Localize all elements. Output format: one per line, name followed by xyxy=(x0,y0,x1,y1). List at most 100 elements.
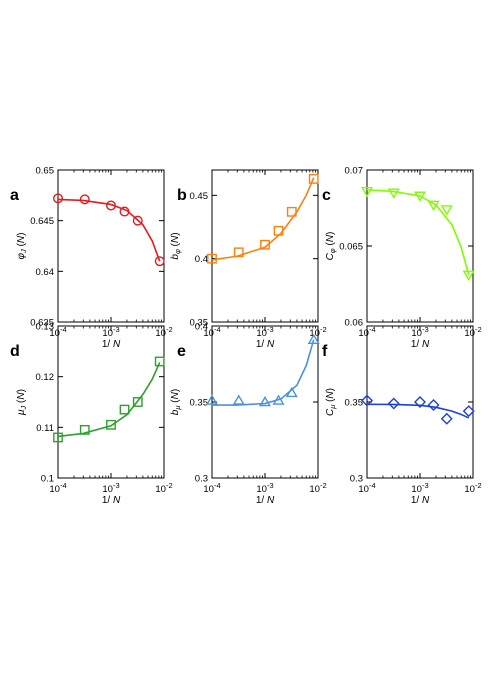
panel-letter: e xyxy=(177,343,186,360)
y-axis-label: μJ (N) xyxy=(16,389,28,416)
data-point xyxy=(154,356,165,367)
data-point xyxy=(440,412,453,425)
y-tick-label: 0.07 xyxy=(345,166,364,177)
y-tick-label: 0.11 xyxy=(36,423,54,434)
x-tick-label: 10-3 xyxy=(102,325,119,339)
data-point xyxy=(132,215,143,226)
data-point xyxy=(308,173,319,184)
x-axis-label: 1/ N xyxy=(411,495,430,506)
data-point xyxy=(427,200,440,211)
plot-frame xyxy=(57,169,165,323)
data-point xyxy=(361,394,373,407)
data-point xyxy=(79,424,90,435)
data-point xyxy=(205,394,219,405)
panel-b: b10-4 10-3 10-20.350.40.451/ Nbφ (N) xyxy=(170,169,327,350)
y-tick-label: 0.35 xyxy=(345,398,364,409)
y-axis-label: bμ (N) xyxy=(170,389,182,415)
x-tick-label: 10-4 xyxy=(358,325,375,339)
data-point xyxy=(79,194,90,205)
y-tick-label: 0.4 xyxy=(195,254,208,265)
x-axis-label: 1/ N xyxy=(256,495,275,506)
x-axis-label: 1/ N xyxy=(102,495,121,506)
panel-d: d 10-4 10-3 10-2 0.1 0.11 0.12 0.13 1/ N μJ (N) xyxy=(10,322,173,507)
data-point xyxy=(286,206,297,217)
data-point xyxy=(207,253,217,264)
fit-curve xyxy=(367,403,470,419)
data-point xyxy=(285,386,298,398)
data-point xyxy=(462,270,475,281)
x-axis-label: 1/ N xyxy=(256,339,275,350)
data-point xyxy=(462,405,475,418)
x-tick-label: 10-2 xyxy=(309,481,326,495)
data-point xyxy=(132,397,143,407)
x-tick-label: 10-3 xyxy=(102,481,119,495)
data-point xyxy=(232,394,245,405)
x-tick-label: 10-3 xyxy=(256,481,273,495)
y-tick-label: 0.45 xyxy=(190,191,209,202)
data-point xyxy=(427,399,440,412)
data-point xyxy=(307,333,320,344)
y-tick-label: 0.635 xyxy=(30,318,54,329)
x-axis-label: 1/ N xyxy=(411,339,430,350)
panel-e: e 10-4 10-3 10-2 0.3 0.35 0.4 1/ N bμ (N) xyxy=(170,322,327,507)
panel-a: a 10-4 10-3 10-2 0.635 0.64 0.645 0.65 1/ N φJ (N… xyxy=(10,166,173,351)
data-point xyxy=(233,247,244,258)
y-tick-label: 0.1 xyxy=(41,474,54,485)
y-axis-label: Cφ (N) xyxy=(325,232,337,261)
x-tick-label: 10-4 xyxy=(203,325,220,339)
fit-curve xyxy=(367,188,470,276)
x-tick-label: 10-2 xyxy=(155,325,172,339)
y-tick-label: 0.645 xyxy=(30,216,54,227)
y-tick-label: 0.65 xyxy=(36,166,55,177)
y-axis-label: Cμ (N) xyxy=(325,388,337,416)
x-tick-label: 10-3 xyxy=(411,481,428,495)
data-point xyxy=(440,205,453,216)
data-point xyxy=(387,188,400,199)
y-axis-label: φJ (N) xyxy=(16,233,28,260)
x-tick-label: 10-4 xyxy=(49,325,66,339)
panel-letter: b xyxy=(177,187,187,204)
panel-letter: c xyxy=(322,187,331,204)
y-tick-label: 0.4 xyxy=(195,322,208,333)
x-tick-label: 10-3 xyxy=(256,325,273,339)
data-point xyxy=(260,239,270,250)
fit-curve xyxy=(58,198,161,262)
data-point xyxy=(258,396,272,407)
y-tick-label: 0.3 xyxy=(195,474,208,485)
panel-letter: a xyxy=(10,187,19,204)
plot-frame xyxy=(211,169,319,323)
y-tick-label: 0.3 xyxy=(350,474,363,485)
y-tick-label: 0.35 xyxy=(190,318,209,329)
x-tick-label: 10-4 xyxy=(203,481,220,495)
y-tick-label: 0.13 xyxy=(36,322,55,333)
data-point xyxy=(119,404,130,415)
y-tick-label: 0.12 xyxy=(36,372,55,383)
panel-letter: d xyxy=(10,343,20,360)
x-tick-label: 10-3 xyxy=(411,325,428,339)
data-point xyxy=(414,396,426,408)
data-point xyxy=(53,432,63,443)
y-tick-label: 0.64 xyxy=(36,267,55,278)
x-tick-label: 10-2 xyxy=(464,325,481,339)
fit-curve xyxy=(58,362,161,438)
data-point xyxy=(387,397,400,410)
fit-curve xyxy=(212,177,315,261)
x-tick-label: 10-4 xyxy=(49,481,66,495)
data-point xyxy=(119,206,130,217)
data-point xyxy=(105,200,116,211)
data-point xyxy=(154,256,165,267)
y-tick-label: 0.35 xyxy=(190,398,209,409)
panel-f: f 10-4 10-3 10-2 0.3 0.35 1/ N Cμ (N) xyxy=(322,325,482,506)
y-axis-label: bφ (N) xyxy=(170,232,182,259)
y-tick-label: 0.065 xyxy=(339,242,363,253)
data-point xyxy=(53,193,64,204)
data-point xyxy=(360,186,374,198)
data-point xyxy=(106,419,116,430)
data-point xyxy=(272,394,285,405)
data-point xyxy=(413,191,427,202)
data-point xyxy=(273,225,284,236)
x-tick-label: 10-4 xyxy=(358,481,375,495)
panel-c: c 10-4 10-3 10-2 0.06 0.065 0.07 1/ N Cφ (N) xyxy=(322,166,482,351)
x-tick-label: 10-2 xyxy=(309,325,326,339)
